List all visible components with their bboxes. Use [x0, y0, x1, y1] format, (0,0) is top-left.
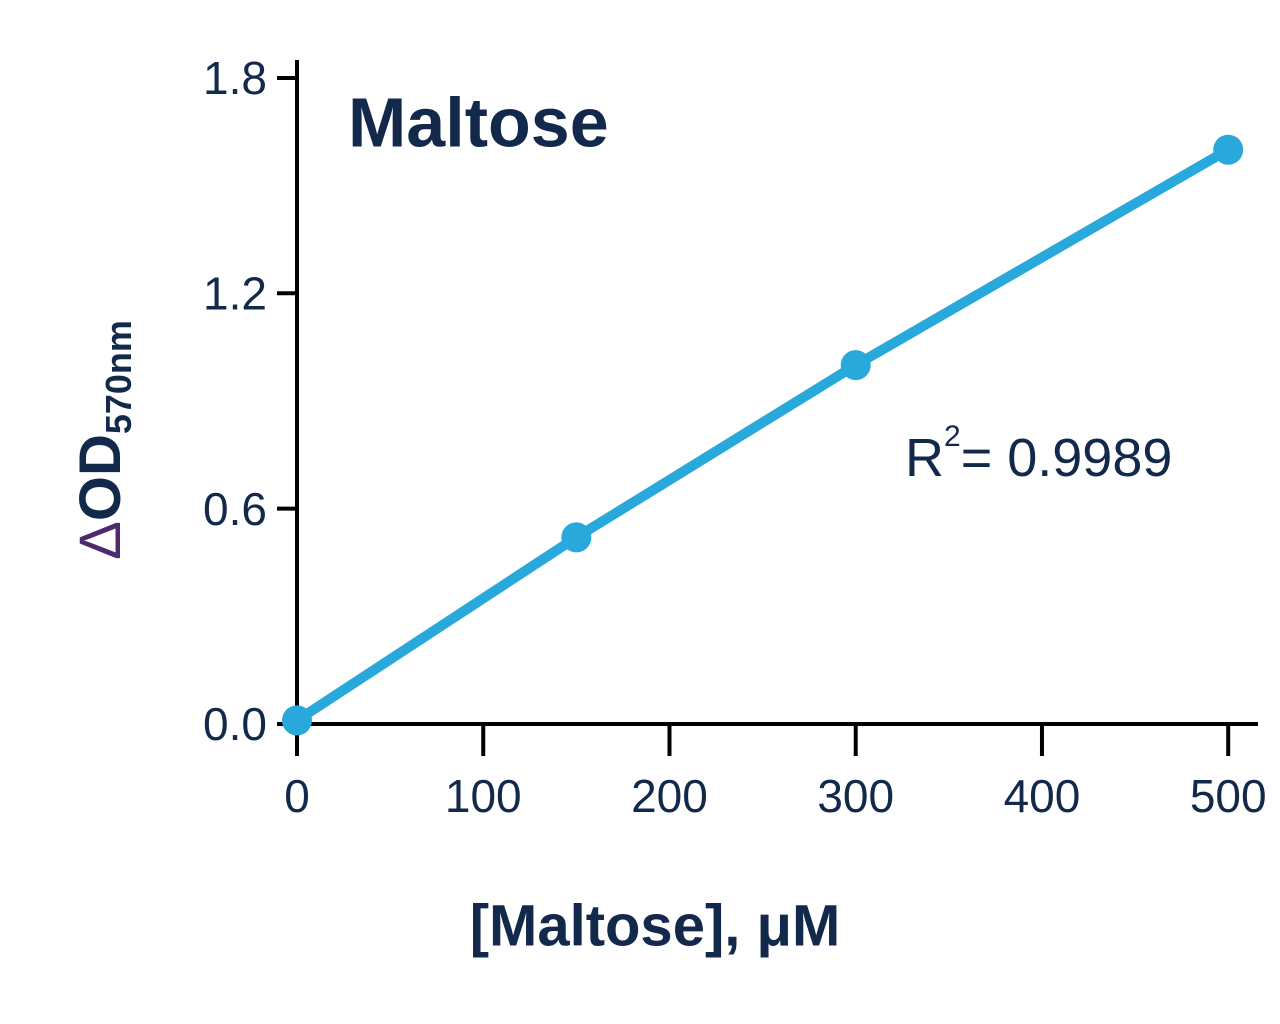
x-axis-label: [Maltose], μM [470, 893, 841, 958]
y-tick-label: 1.2 [203, 267, 267, 319]
x-tick-label: 400 [1004, 770, 1081, 822]
data-point [840, 350, 871, 381]
y-tick-label: 1.8 [203, 52, 267, 104]
data-point [561, 522, 592, 553]
data-line [292, 144, 1234, 726]
annotation-rest: = 0.9989 [961, 428, 1173, 488]
x-tick-label: 0 [284, 770, 310, 822]
x-tick-label: 500 [1190, 770, 1267, 822]
y-label-symbol: Δ [68, 521, 133, 560]
y-tick-label: 0.6 [203, 483, 267, 535]
annotation-base: R [905, 428, 944, 488]
y-label-sub: 570nm [98, 320, 139, 434]
annotation-sup: 2 [944, 420, 961, 453]
x-tick-label: 300 [817, 770, 894, 822]
data-point [282, 705, 312, 736]
annotation: R2= 0.9989 [905, 420, 1172, 488]
y-label-main: OD [68, 434, 133, 521]
data-point [1213, 134, 1244, 165]
x-tick-label: 200 [631, 770, 708, 822]
y-axis-label: ΔOD570nm [68, 320, 138, 560]
chart-title: Maltose [348, 83, 609, 161]
x-tick-label: 100 [445, 770, 522, 822]
y-tick-label: 0.0 [203, 698, 267, 750]
